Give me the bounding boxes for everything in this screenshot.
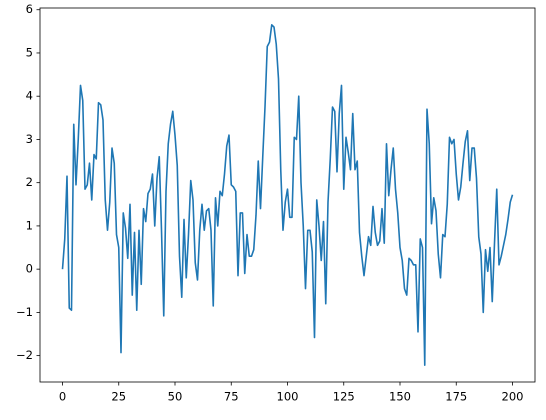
y-tick-label: 5 bbox=[26, 45, 33, 59]
y-tick-label: 3 bbox=[26, 132, 33, 146]
x-tick-label: 75 bbox=[224, 390, 239, 404]
data-line bbox=[61, 24, 514, 366]
x-tick-label: 25 bbox=[111, 390, 126, 404]
x-tick-label: 50 bbox=[168, 390, 183, 404]
y-tick-label: −1 bbox=[16, 305, 33, 319]
x-tick-label: 0 bbox=[59, 390, 66, 404]
x-tick-label: 100 bbox=[277, 390, 299, 404]
y-tick-label: 0 bbox=[26, 262, 33, 276]
x-tick-label: 150 bbox=[389, 390, 411, 404]
x-tick-label: 175 bbox=[445, 390, 467, 404]
y-tick-label: −2 bbox=[16, 348, 33, 362]
y-tick-label: 6 bbox=[26, 2, 33, 16]
y-tick-label: 1 bbox=[26, 218, 33, 232]
y-tick-label: 4 bbox=[26, 89, 33, 103]
x-tick-label: 200 bbox=[502, 390, 524, 404]
x-tick-label: 125 bbox=[333, 390, 355, 404]
y-tick-label: 2 bbox=[26, 175, 33, 189]
